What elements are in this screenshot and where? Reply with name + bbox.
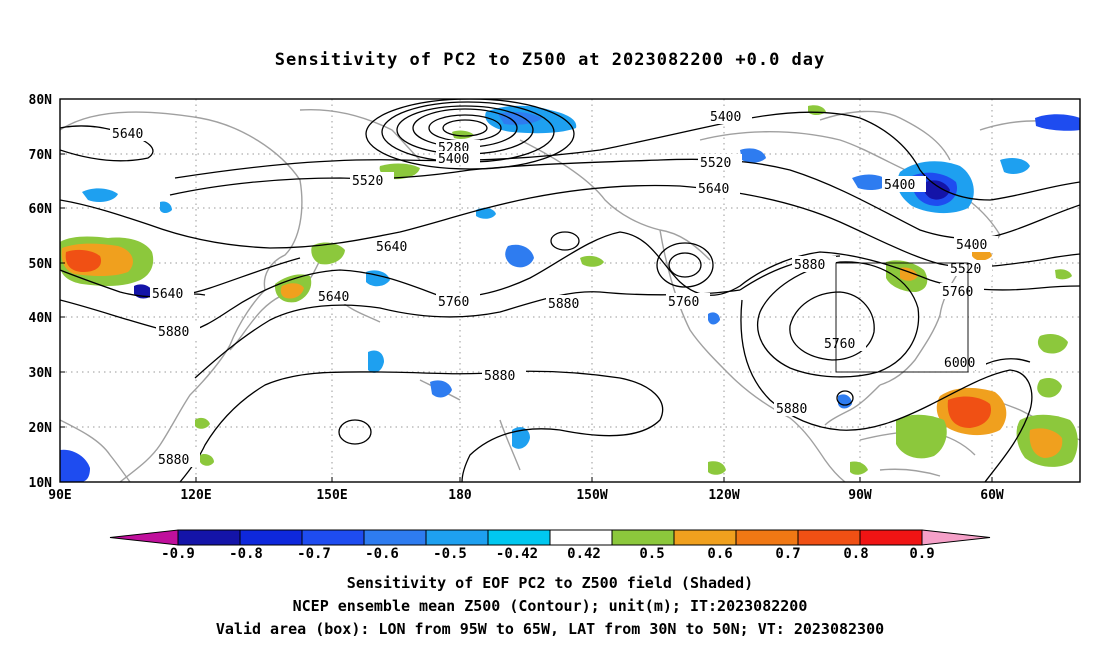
- lat-tick-label: 80N: [29, 93, 53, 108]
- contour-label: 5760: [668, 295, 699, 310]
- colorbar-label: 0.8: [843, 546, 868, 562]
- colorbar-label: -0.7: [297, 546, 331, 562]
- colorbar-label: 0.42: [567, 546, 601, 562]
- lat-tick-label: 40N: [29, 311, 53, 326]
- contour-label: 5760: [438, 295, 469, 310]
- colorbar-cell: [797, 529, 861, 546]
- lat-tick-label: 50N: [29, 257, 53, 272]
- lat-tick-label: 60N: [29, 202, 53, 217]
- colorbar-cell: [735, 529, 799, 546]
- contour-label: 5400: [438, 152, 469, 167]
- colorbar-label: 0.6: [707, 546, 732, 562]
- contour-label: 5640: [152, 287, 183, 302]
- footer-line-1: Sensitivity of EOF PC2 to Z500 field (Sh…: [346, 574, 754, 592]
- colorbar-cell: [109, 529, 179, 546]
- lat-tick-label: 70N: [29, 148, 53, 163]
- contour-label: 5640: [318, 290, 349, 305]
- colorbar-cell: [301, 529, 365, 546]
- colorbar-cell: [673, 529, 737, 546]
- colorbar-cell: [921, 529, 991, 546]
- colorbar-cell: [859, 529, 923, 546]
- contour-label: 5880: [158, 325, 189, 340]
- lat-tick-label: 20N: [29, 421, 53, 436]
- lon-tick-label: 60W: [980, 488, 1004, 503]
- contour-labels: 5640 5280 5400 5400 5520 5400 5520 5640 …: [110, 108, 998, 468]
- contour-label: 5640: [698, 182, 729, 197]
- contour-label: 5880: [484, 369, 515, 384]
- contour-label: 5640: [376, 240, 407, 255]
- colorbar-cell: [425, 529, 489, 546]
- contour-label: 5880: [794, 258, 825, 273]
- colorbar-cell: [177, 529, 241, 546]
- contour-label: 6000: [944, 356, 975, 371]
- lon-tick-label: 90E: [48, 488, 71, 503]
- colorbar-labels: -0.9 -0.8 -0.7 -0.6 -0.5 -0.42 0.42 0.5 …: [161, 546, 935, 562]
- map-border: [59, 98, 1081, 483]
- contour-label: 5520: [352, 174, 383, 189]
- lon-axis: 90E 120E 150E 180 150W 120W 90W 60W: [48, 477, 1004, 503]
- map-panel: 5640 5280 5400 5400 5520 5400 5520 5640 …: [60, 99, 1080, 482]
- colorbar: -0.9 -0.8 -0.7 -0.6 -0.5 -0.42 0.42 0.5 …: [109, 529, 991, 562]
- contour-label: 5880: [776, 402, 807, 417]
- valid-area-box: [835, 262, 969, 373]
- chart-title: Sensitivity of PC2 to Z500 at 2023082200…: [274, 50, 826, 70]
- colorbar-label: -0.8: [229, 546, 263, 562]
- colorbar-label: -0.9: [161, 546, 195, 562]
- lon-tick-label: 90W: [848, 488, 872, 503]
- contour-label: 5760: [824, 337, 855, 352]
- contour-label: 5400: [710, 110, 741, 125]
- colorbar-label: 0.9: [909, 546, 934, 562]
- footer-line-3: Valid area (box): LON from 95W to 65W, L…: [215, 620, 885, 638]
- contour-label: 5640: [112, 127, 143, 142]
- colorbar-cell: [239, 529, 303, 546]
- lon-tick-label: 150W: [576, 488, 607, 503]
- lat-tick-label: 30N: [29, 366, 53, 381]
- lat-axis: 80N 70N 60N 50N 40N 30N 20N 10N: [29, 93, 65, 491]
- lon-tick-label: 120E: [180, 488, 211, 503]
- footer-line-2: NCEP ensemble mean Z500 (Contour); unit(…: [292, 597, 808, 615]
- contour-label: 5760: [942, 285, 973, 300]
- colorbar-label: 0.7: [775, 546, 800, 562]
- colorbar-cell: [549, 529, 613, 546]
- contour-label: 5400: [884, 178, 915, 193]
- colorbar-label: -0.5: [433, 546, 467, 562]
- colorbar-cell: [611, 529, 675, 546]
- colorbar-cell: [363, 529, 427, 546]
- lon-tick-label: 150E: [316, 488, 347, 503]
- colorbar-label: -0.6: [365, 546, 399, 562]
- contour-label: 5520: [700, 156, 731, 171]
- lon-tick-label: 180: [448, 488, 472, 503]
- contour-label: 5400: [956, 238, 987, 253]
- contour-label: 5520: [950, 262, 981, 277]
- contour-label: 5880: [548, 297, 579, 312]
- lat-tick-label: 10N: [29, 476, 53, 491]
- contour-label: 5880: [158, 453, 189, 468]
- colorbar-label: -0.42: [496, 546, 538, 562]
- lon-tick-label: 120W: [708, 488, 739, 503]
- colorbar-cell: [487, 529, 551, 546]
- colorbar-label: 0.5: [639, 546, 664, 562]
